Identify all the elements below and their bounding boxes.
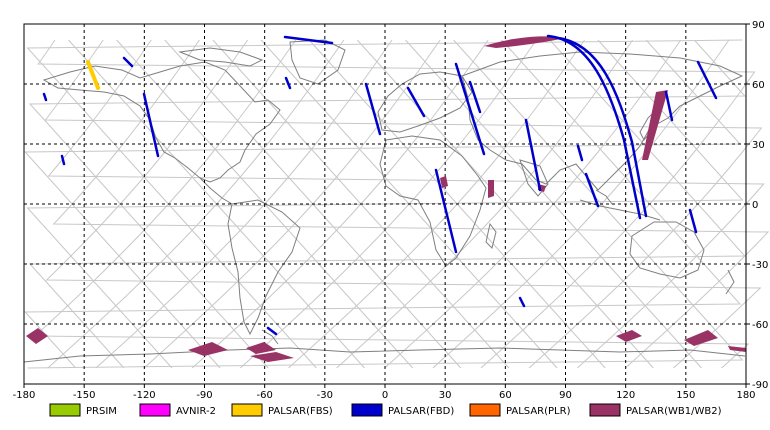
lon-tick-label: 0 — [382, 390, 388, 401]
palsar-wb-swaths — [26, 36, 746, 362]
legend: PRSIM AVNIR-2 PALSAR(FBS) PALSAR(FBD) PALSAR… — [49, 403, 722, 417]
lon-tick-label: -30 — [317, 390, 333, 401]
legend-item: PALSAR(WB1/WB2) — [589, 403, 722, 417]
longitude-axis: -180 -150 -120 -90 -60 -30 0 30 60 90 120 150 180 — [13, 384, 756, 401]
lat-tick-label: -30 — [752, 260, 768, 271]
legend-label: PALSAR(PLR) — [506, 406, 571, 417]
lon-tick-label: 90 — [559, 390, 572, 401]
legend-label: PALSAR(FBD) — [388, 406, 454, 417]
lat-tick-label: 90 — [752, 20, 765, 31]
palsar-fbd-swaths — [42, 34, 718, 336]
legend-label: PALSAR(WB1/WB2) — [626, 406, 722, 417]
lon-tick-label: -150 — [73, 390, 96, 401]
lon-tick-label: -60 — [256, 390, 272, 401]
legend-swatch — [351, 403, 383, 417]
lat-tick-label: -60 — [752, 320, 768, 331]
legend-swatch — [469, 403, 501, 417]
lon-tick-label: 30 — [439, 390, 452, 401]
legend-swatch — [49, 403, 81, 417]
palsar-fbs-swaths — [86, 60, 100, 90]
legend-item: PALSAR(FBD) — [351, 403, 454, 417]
legend-swatch — [231, 403, 263, 417]
latitude-axis: 90 60 30 0 -30 -60 -90 — [746, 20, 768, 391]
legend-item: PRSIM — [49, 403, 117, 417]
legend-label: PRSIM — [86, 406, 117, 417]
lat-tick-label: 60 — [752, 80, 765, 91]
legend-item: PALSAR(PLR) — [469, 403, 571, 417]
legend-swatch — [589, 403, 621, 417]
lon-tick-label: 60 — [499, 390, 512, 401]
lon-tick-label: -120 — [133, 390, 156, 401]
lon-tick-label: 150 — [676, 390, 695, 401]
legend-item: AVNIR-2 — [139, 403, 216, 417]
lat-tick-label: 0 — [752, 200, 758, 211]
lon-tick-label: 120 — [616, 390, 635, 401]
legend-swatch — [139, 403, 171, 417]
legend-label: PALSAR(FBS) — [268, 406, 333, 417]
lon-tick-label: -90 — [196, 390, 212, 401]
legend-item: PALSAR(FBS) — [231, 403, 333, 417]
lon-tick-label: -180 — [13, 390, 36, 401]
legend-label: AVNIR-2 — [176, 406, 216, 417]
lat-tick-label: 30 — [752, 140, 765, 151]
lat-tick-label: -90 — [752, 380, 768, 391]
lon-tick-label: 180 — [736, 390, 755, 401]
